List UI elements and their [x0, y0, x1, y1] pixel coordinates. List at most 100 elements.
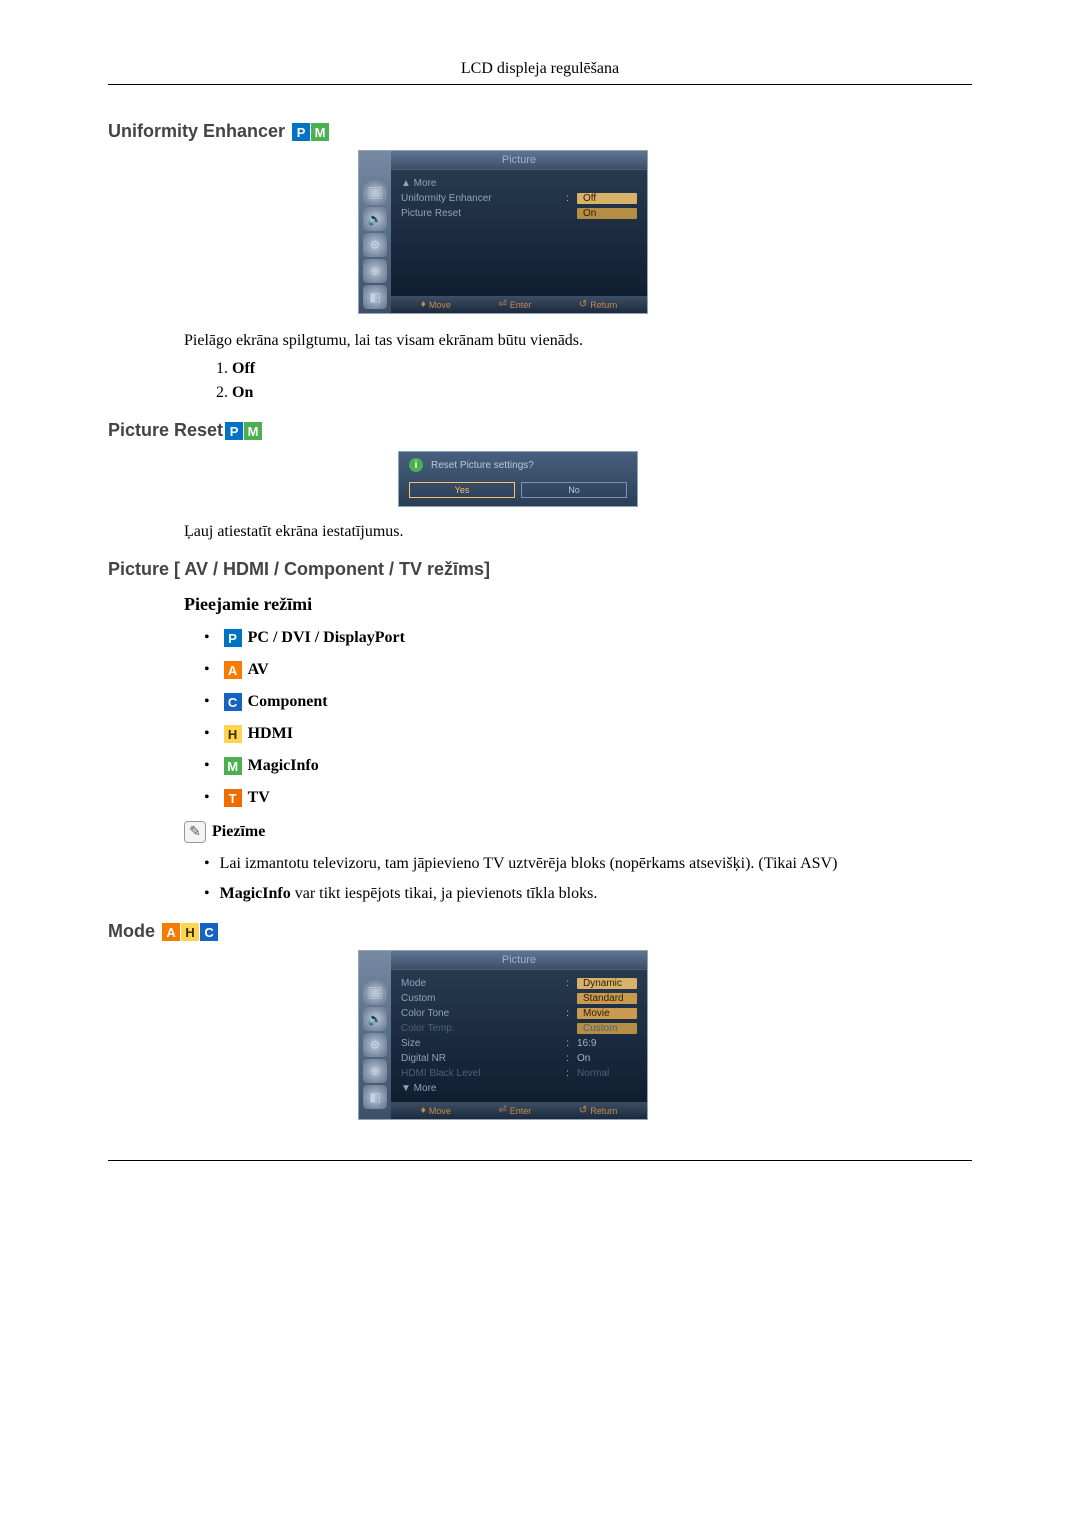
uniformity-osd-figure: 🖼 🔊 ⚙ ⊕ ◧ Picture ▲ More Uniformity Enha… — [358, 150, 972, 314]
section-uniformity-title: Uniformity Enhancer P M — [108, 121, 972, 142]
mode-badges: A H C — [162, 923, 218, 941]
badge-a-icon: A — [224, 661, 242, 679]
reset-yes-button: Yes — [409, 482, 515, 498]
osd-more-label: ▲ More — [401, 178, 637, 189]
osd-row-hdmiblack: HDMI Black Level:Normal — [401, 1066, 637, 1081]
osd-footer: ♦Move ⏎Enter ↺Return — [391, 1102, 647, 1119]
return-icon: ↺ — [579, 299, 587, 310]
osd-tab-sound-icon: 🔊 — [363, 1007, 387, 1031]
osd-panel: 🖼 🔊 ⚙ ⊕ ◧ Picture Mode:Dynamic CustomSta… — [358, 950, 648, 1120]
osd-row-mode: Mode:Dynamic — [401, 976, 637, 991]
badge-p-icon: P — [292, 123, 310, 141]
info-icon: i — [409, 458, 423, 472]
osd-tab-sound-icon: 🔊 — [363, 207, 387, 231]
osd-tab-setup-icon: ⚙ — [363, 1033, 387, 1057]
reset-dialog-figure: i Reset Picture settings? Yes No — [398, 451, 638, 507]
osd-title: Picture — [391, 951, 647, 970]
reset-question-row: i Reset Picture settings? — [399, 452, 637, 478]
uniformity-options: Off On — [208, 360, 972, 402]
osd-move-hint: ♦Move — [421, 1105, 451, 1116]
osd-return-hint: ↺Return — [579, 1105, 617, 1116]
mode-hdmi: H HDMI — [204, 725, 972, 743]
osd-uniformity-value-on: On — [577, 208, 637, 219]
page-footer-rule — [108, 1160, 972, 1161]
osd-title: Picture — [391, 151, 647, 170]
osd-uniformity-value-selected: Off — [577, 193, 637, 204]
mode-title-text: Mode — [108, 921, 155, 941]
uniformity-option-off: Off — [232, 360, 972, 378]
osd-tab-picture-icon: 🖼 — [363, 181, 387, 205]
available-modes-heading: Pieejamie režīmi — [184, 594, 972, 615]
reset-buttons: Yes No — [399, 478, 637, 506]
move-icon: ♦ — [421, 1105, 426, 1116]
badge-h-icon: H — [181, 923, 199, 941]
reset-no-button: No — [521, 482, 627, 498]
osd-move-hint: ♦Move — [421, 299, 451, 310]
note-1: Lai izmantotu televizoru, tam jāpievieno… — [204, 855, 972, 873]
osd-panel: 🖼 🔊 ⚙ ⊕ ◧ Picture ▲ More Uniformity Enha… — [358, 150, 648, 314]
osd-enter-hint: ⏎Enter — [498, 1105, 531, 1116]
badge-m-icon: M — [224, 757, 242, 775]
reset-question-text: Reset Picture settings? — [431, 460, 534, 471]
osd-tab-picture-icon: 🖼 — [363, 981, 387, 1005]
osd-rows: Mode:Dynamic CustomStandard Color Tone:M… — [391, 970, 647, 1102]
osd-row-more: ▼ More — [401, 1081, 637, 1096]
badge-p-icon: P — [225, 422, 243, 440]
osd-body: Picture Mode:Dynamic CustomStandard Colo… — [391, 951, 647, 1119]
osd-icon-column: 🖼 🔊 ⚙ ⊕ ◧ — [359, 951, 391, 1119]
section-av-mode-title: Picture [ AV / HDMI / Component / TV rež… — [108, 559, 972, 580]
osd-uniformity-alt-row: Picture Reset On — [401, 206, 637, 221]
osd-footer: ♦Move ⏎Enter ↺Return — [391, 296, 647, 313]
picture-reset-description: Ļauj atiestatīt ekrāna iestatījumus. — [184, 523, 972, 541]
badge-m-icon: M — [311, 123, 329, 141]
mode-osd-figure: 🖼 🔊 ⚙ ⊕ ◧ Picture Mode:Dynamic CustomSta… — [358, 950, 972, 1120]
mode-component: C Component — [204, 693, 972, 711]
note-2: MagicInfo var tikt iespējots tikai, ja p… — [204, 885, 972, 903]
notes-list: Lai izmantotu televizoru, tam jāpievieno… — [204, 855, 972, 903]
section-picture-reset-title: Picture Reset P M — [108, 420, 972, 441]
osd-row-size: Size:16:9 — [401, 1036, 637, 1051]
uniformity-title-text: Uniformity Enhancer — [108, 121, 285, 141]
uniformity-description: Pielāgo ekrāna spilgtumu, lai tas visam … — [184, 332, 972, 350]
modes-list: P PC / DVI / DisplayPort A AV C Componen… — [204, 629, 972, 807]
osd-more-row: ▲ More — [401, 176, 637, 191]
osd-picture-reset-label: Picture Reset — [401, 208, 561, 219]
osd-row-colortone: Color Tone:Movie — [401, 1006, 637, 1021]
osd-tab-multi-icon: ◧ — [363, 1085, 387, 1109]
osd-body: Picture ▲ More Uniformity Enhancer : Off… — [391, 151, 647, 313]
mode-av: A AV — [204, 661, 972, 679]
osd-row-digitalnr: Digital NR:On — [401, 1051, 637, 1066]
badge-a-icon: A — [162, 923, 180, 941]
osd-tab-option-icon: ⊕ — [363, 1059, 387, 1083]
mode-magicinfo: M MagicInfo — [204, 757, 972, 775]
osd-tab-multi-icon: ◧ — [363, 285, 387, 309]
osd-uniformity-row: Uniformity Enhancer : Off — [401, 191, 637, 206]
section-mode-title: Mode A H C — [108, 921, 972, 942]
osd-tab-setup-icon: ⚙ — [363, 233, 387, 257]
badge-t-icon: T — [224, 789, 242, 807]
badge-c-icon: C — [224, 693, 242, 711]
note-heading-row: ✎ Piezīme — [184, 821, 972, 843]
badge-p-icon: P — [224, 629, 242, 647]
move-icon: ♦ — [421, 299, 426, 310]
enter-icon: ⏎ — [498, 1105, 506, 1116]
osd-icon-column: 🖼 🔊 ⚙ ⊕ ◧ — [359, 151, 391, 313]
badge-m-icon: M — [244, 422, 262, 440]
uniformity-option-on: On — [232, 384, 972, 402]
return-icon: ↺ — [579, 1105, 587, 1116]
enter-icon: ⏎ — [498, 299, 506, 310]
osd-tab-option-icon: ⊕ — [363, 259, 387, 283]
osd-uniformity-label: Uniformity Enhancer — [401, 193, 558, 204]
badge-h-icon: H — [224, 725, 242, 743]
picture-reset-badges: P M — [225, 422, 262, 440]
badge-c-icon: C — [200, 923, 218, 941]
osd-return-hint: ↺Return — [579, 299, 617, 310]
mode-tv: T TV — [204, 789, 972, 807]
osd-enter-hint: ⏎Enter — [498, 299, 531, 310]
page-header: LCD displeja regulēšana — [108, 60, 972, 85]
note-icon: ✎ — [184, 821, 206, 843]
picture-reset-title-text: Picture Reset — [108, 420, 223, 440]
osd-row-custom: CustomStandard — [401, 991, 637, 1006]
osd-row-colortemp: Color Temp.Custom — [401, 1021, 637, 1036]
osd-rows: ▲ More Uniformity Enhancer : Off Picture… — [391, 170, 647, 296]
